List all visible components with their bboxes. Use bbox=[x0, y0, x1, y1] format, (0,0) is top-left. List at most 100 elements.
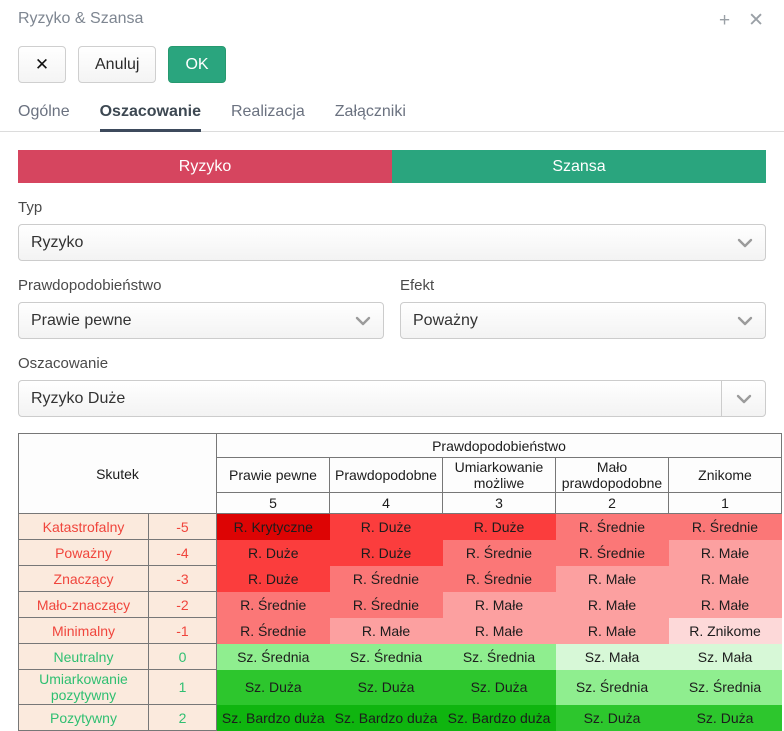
risk-matrix: Skutek Prawdopodobieństwo Prawie pewne Praw… bbox=[18, 433, 784, 731]
matrix-row-value: -1 bbox=[148, 617, 217, 644]
tab-ogolne[interactable]: Ogólne bbox=[18, 103, 70, 120]
matrix-column-header: Znikome bbox=[668, 457, 782, 493]
risk-matrix-table: Skutek Prawdopodobieństwo Prawie pewne Praw… bbox=[18, 433, 782, 731]
matrix-row-label: Poważny bbox=[18, 539, 149, 566]
tab-oszacowanie[interactable]: Oszacowanie bbox=[99, 103, 201, 132]
prawdopodobienstwo-select-value: Prawie pewne bbox=[31, 311, 132, 329]
matrix-cell: R. Małe bbox=[442, 591, 556, 618]
matrix-cell: Sz. Średnia bbox=[555, 669, 669, 705]
matrix-row: Katastrofalny -5 R. Krytyczne R. Duże R. Duż… bbox=[18, 513, 782, 540]
efekt-select-value: Poważny bbox=[413, 311, 478, 329]
oszacowanie-label: Oszacowanie bbox=[18, 355, 109, 372]
add-icon[interactable]: + bbox=[718, 10, 731, 31]
matrix-cell: Sz. Bardzo duża bbox=[216, 704, 330, 731]
chevron-down-icon bbox=[737, 316, 753, 326]
matrix-column-value: 4 bbox=[329, 492, 443, 514]
matrix-row-value: -2 bbox=[148, 591, 217, 618]
matrix-cell: R. Średnie bbox=[668, 513, 782, 540]
matrix-row-value: 0 bbox=[148, 643, 217, 670]
matrix-cell: Sz. Mała bbox=[555, 643, 669, 670]
matrix-row-value: -4 bbox=[148, 539, 217, 566]
matrix-cell: R. Małe bbox=[668, 539, 782, 566]
matrix-cell: Sz. Średnia bbox=[329, 643, 443, 670]
matrix-cell: R. Małe bbox=[329, 617, 443, 644]
matrix-column-header: Prawie pewne bbox=[216, 457, 330, 493]
matrix-cell: R. Duże bbox=[329, 539, 443, 566]
ok-button[interactable]: OK bbox=[168, 46, 226, 83]
matrix-cell: R. Średnie bbox=[555, 539, 669, 566]
matrix-row-label: Pozytywny bbox=[18, 704, 149, 731]
matrix-cell: Sz. Średnia bbox=[668, 669, 782, 705]
matrix-cell: R. Średnie bbox=[329, 565, 443, 592]
matrix-cell: Sz. Duża bbox=[329, 669, 443, 705]
matrix-cell: Sz. Duża bbox=[216, 669, 330, 705]
matrix-cell: Sz. Bardzo duża bbox=[442, 704, 556, 731]
matrix-row-label: Znaczący bbox=[18, 565, 149, 592]
chevron-down-icon bbox=[355, 316, 371, 326]
matrix-cell: R. Małe bbox=[442, 617, 556, 644]
efekt-label: Efekt bbox=[400, 277, 435, 294]
matrix-row: Znaczący -3 R. Duże R. Średnie R. Średnie R. … bbox=[18, 565, 782, 592]
matrix-column-value: 1 bbox=[668, 492, 782, 514]
typ-select-value: Ryzyko bbox=[31, 233, 84, 251]
matrix-cell: Sz. Duża bbox=[442, 669, 556, 705]
matrix-column-value: 3 bbox=[442, 492, 556, 514]
risk-segment-button[interactable]: Ryzyko bbox=[18, 150, 392, 183]
matrix-row-value: -3 bbox=[148, 565, 217, 592]
matrix-row: Minimalny -1 R. Średnie R. Małe R. Małe R. Ma… bbox=[18, 617, 782, 644]
matrix-cell: R. Krytyczne bbox=[216, 513, 330, 540]
matrix-cell: R. Średnie bbox=[216, 591, 330, 618]
matrix-row: Umiarkowanie pozytywny 1 Sz. Duża Sz. Duża S… bbox=[18, 669, 782, 705]
oszacowanie-select[interactable]: Ryzyko Duże bbox=[18, 380, 766, 417]
tabs: Ogólne Oszacowanie Realizacja Załączniki bbox=[18, 103, 766, 132]
typ-label: Typ bbox=[18, 199, 43, 216]
prawdopodobienstwo-label: Prawdopodobieństwo bbox=[18, 277, 162, 294]
cancel-button[interactable]: Anuluj bbox=[78, 46, 157, 83]
matrix-cell: R. Małe bbox=[555, 591, 669, 618]
matrix-row-label: Minimalny bbox=[18, 617, 149, 644]
matrix-cell: R. Średnie bbox=[329, 591, 443, 618]
matrix-group-header: Prawdopodobieństwo bbox=[216, 433, 782, 458]
matrix-cell: R. Małe bbox=[668, 591, 782, 618]
typ-select[interactable]: Ryzyko bbox=[18, 224, 766, 261]
matrix-cell: Sz. Mała bbox=[668, 643, 782, 670]
toolbar: ✕ Anuluj OK bbox=[18, 46, 766, 83]
matrix-cell: R. Średnie bbox=[216, 617, 330, 644]
matrix-cell: R. Duże bbox=[216, 539, 330, 566]
matrix-cell: R. Duże bbox=[216, 565, 330, 592]
oszacowanie-select-value: Ryzyko Duże bbox=[31, 389, 126, 407]
matrix-row-label: Mało-znaczący bbox=[18, 591, 149, 618]
matrix-row-label: Neutralny bbox=[18, 643, 149, 670]
matrix-cell: R. Duże bbox=[442, 513, 556, 540]
matrix-cell: Sz. Średnia bbox=[442, 643, 556, 670]
matrix-cell: R. Średnie bbox=[555, 513, 669, 540]
prawdopodobienstwo-select[interactable]: Prawie pewne bbox=[18, 302, 384, 339]
matrix-cell: Sz. Duża bbox=[555, 704, 669, 731]
matrix-row-value: 1 bbox=[148, 669, 217, 705]
matrix-cell: R. Średnie bbox=[442, 539, 556, 566]
matrix-row-label: Umiarkowanie pozytywny bbox=[18, 669, 149, 705]
matrix-corner-skutek: Skutek bbox=[18, 433, 217, 514]
matrix-cell: R. Średnie bbox=[442, 565, 556, 592]
matrix-row-value: 2 bbox=[148, 704, 217, 731]
efekt-select[interactable]: Poważny bbox=[400, 302, 766, 339]
close-button[interactable]: ✕ bbox=[18, 46, 66, 83]
matrix-column-value: 2 bbox=[555, 492, 669, 514]
matrix-row-value: -5 bbox=[148, 513, 217, 540]
matrix-cell: R. Małe bbox=[555, 565, 669, 592]
matrix-column-header: Mało prawdopodobne bbox=[555, 457, 669, 493]
matrix-row: Poważny -4 R. Duże R. Duże R. Średnie R. Śred… bbox=[18, 539, 782, 566]
matrix-cell: R. Małe bbox=[555, 617, 669, 644]
chance-segment-button[interactable]: Szansa bbox=[392, 150, 766, 183]
matrix-column-header: Prawdopodobne bbox=[329, 457, 443, 493]
matrix-cell: R. Małe bbox=[668, 565, 782, 592]
matrix-cell: Sz. Średnia bbox=[216, 643, 330, 670]
tab-realizacja[interactable]: Realizacja bbox=[230, 103, 305, 120]
matrix-cell: R. Znikome bbox=[668, 617, 782, 644]
tabs-divider bbox=[0, 131, 784, 132]
tab-zaaczniki[interactable]: Załączniki bbox=[334, 103, 406, 120]
matrix-cell: Sz. Duża bbox=[668, 704, 782, 731]
close-icon[interactable]: ✕ bbox=[748, 10, 764, 31]
matrix-cell: R. Duże bbox=[329, 513, 443, 540]
matrix-row: Neutralny 0 Sz. Średnia Sz. Średnia Sz. Śred… bbox=[18, 643, 782, 670]
